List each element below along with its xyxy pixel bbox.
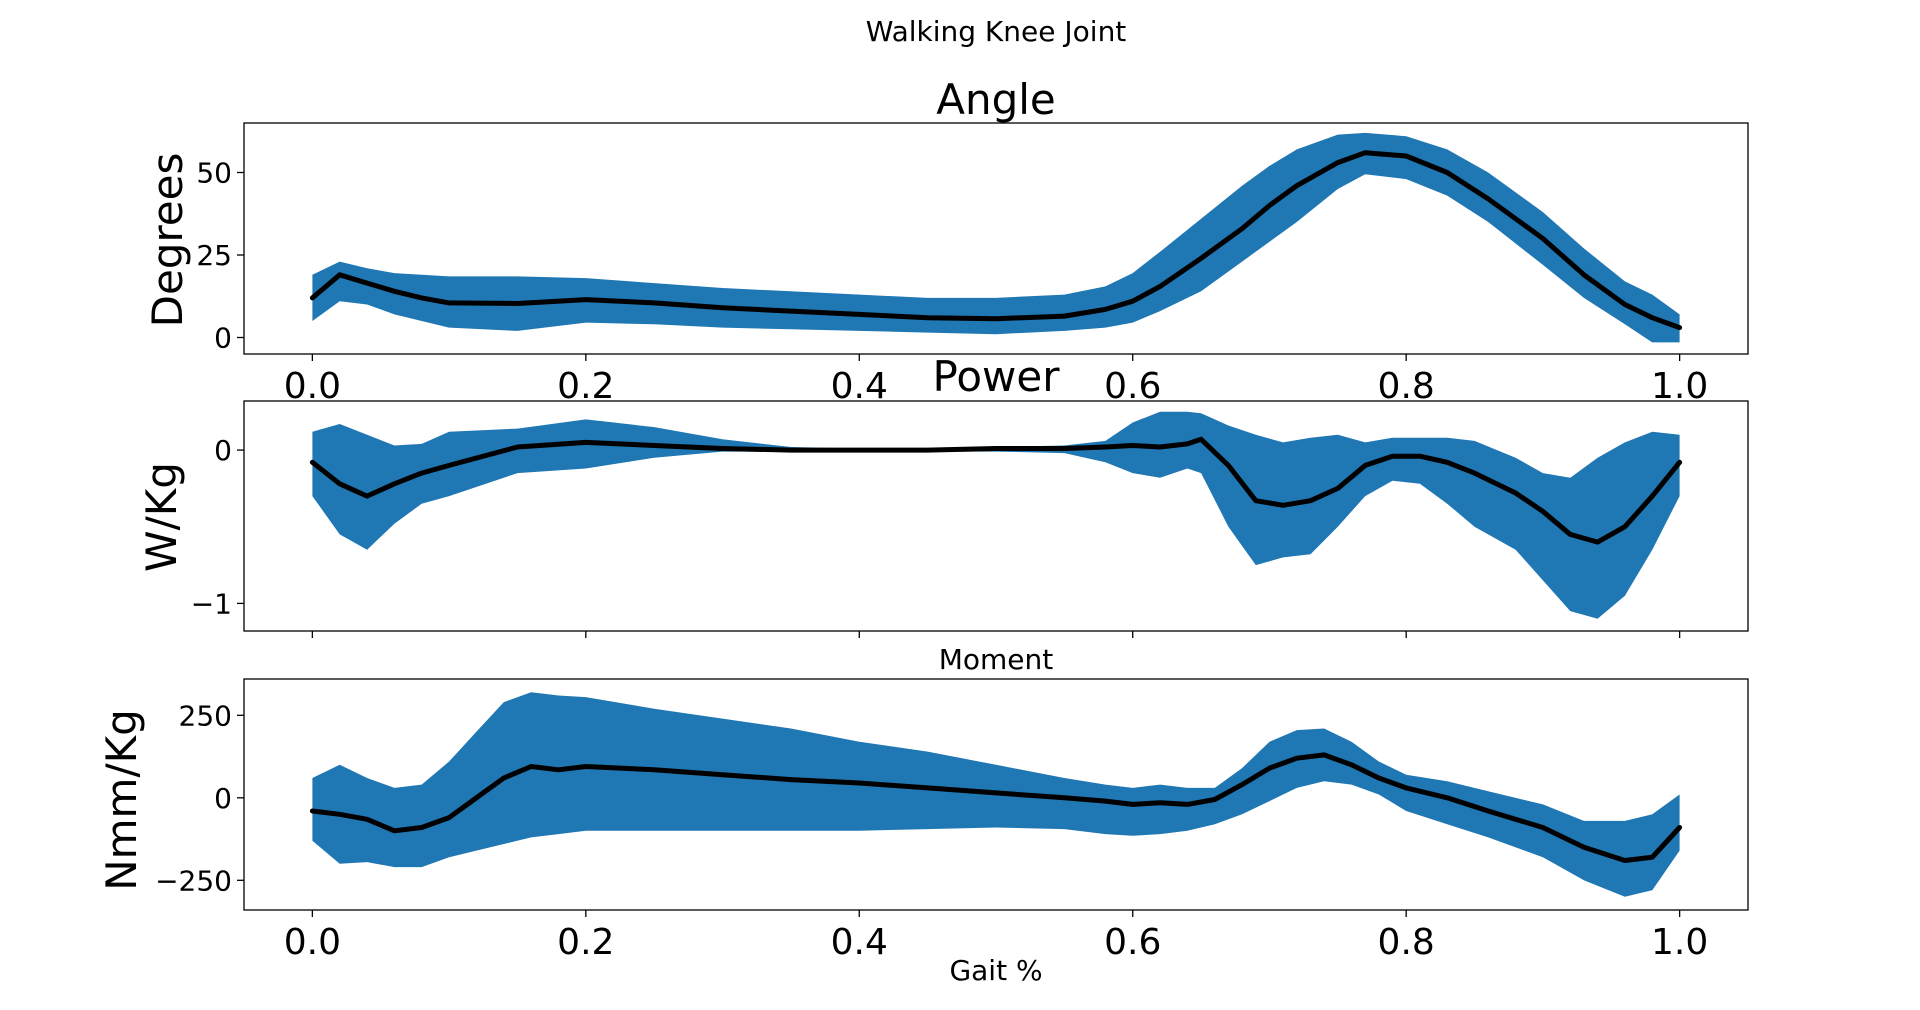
moment-xtick-label: 0.0 bbox=[284, 922, 341, 963]
figure-suptitle: Walking Knee Joint bbox=[866, 15, 1127, 48]
angle-xtick-label: 0.8 bbox=[1378, 366, 1435, 407]
x-axis-label: Gait % bbox=[949, 954, 1042, 987]
moment-panel: Moment Nmm/Kg −250 0 250 0.0 0.2 0.4 0.6 0.8 1.0 bbox=[97, 643, 1749, 963]
angle-xtick-label: 0.0 bbox=[284, 366, 341, 407]
angle-xtick-label: 0.4 bbox=[831, 366, 888, 407]
angle-std-band bbox=[312, 132, 1680, 343]
moment-title: Moment bbox=[939, 643, 1054, 676]
power-std-band bbox=[312, 411, 1680, 619]
angle-panel: Angle Degrees 0 25 50 0.0 0.2 0.4 0.6 0.8 1.0 bbox=[143, 75, 1749, 407]
moment-xtick-label: 0.2 bbox=[557, 922, 614, 963]
moment-ytick-label: 0 bbox=[214, 782, 232, 815]
angle-xtick-label: 1.0 bbox=[1651, 366, 1708, 407]
angle-xtick-label: 0.6 bbox=[1104, 366, 1161, 407]
moment-ytick-label: −250 bbox=[155, 864, 232, 897]
moment-xtick-label: 1.0 bbox=[1651, 922, 1708, 963]
power-mean-line bbox=[309, 436, 1683, 545]
angle-mean-line bbox=[309, 150, 1683, 331]
moment-mean-line bbox=[309, 752, 1683, 863]
angle-ytick-label: 50 bbox=[196, 157, 232, 190]
angle-ytick-label: 25 bbox=[196, 239, 232, 272]
moment-axes-frame bbox=[243, 678, 1749, 911]
power-plot: −1 0 bbox=[191, 400, 1749, 638]
angle-ylabel: Degrees bbox=[143, 153, 192, 328]
power-title: Power bbox=[933, 352, 1061, 401]
moment-plot: −250 0 250 0.0 0.2 0.4 0.6 0.8 1.0 bbox=[155, 678, 1749, 963]
power-panel: Power W/Kg −1 0 bbox=[137, 352, 1749, 638]
power-axes-frame bbox=[243, 400, 1749, 632]
moment-xtick-label: 0.8 bbox=[1378, 922, 1435, 963]
moment-xtick-label: 0.4 bbox=[831, 922, 888, 963]
power-ylabel: W/Kg bbox=[137, 462, 186, 572]
moment-ytick-label: 250 bbox=[179, 699, 232, 732]
angle-axes-frame bbox=[243, 122, 1749, 355]
power-ytick-label: −1 bbox=[191, 587, 232, 620]
moment-xtick-label: 0.6 bbox=[1104, 922, 1161, 963]
moment-ylabel: Nmm/Kg bbox=[97, 709, 146, 891]
angle-ytick-label: 0 bbox=[214, 322, 232, 355]
angle-xtick-label: 0.2 bbox=[557, 366, 614, 407]
angle-title: Angle bbox=[936, 75, 1056, 124]
angle-plot: 0 25 50 0.0 0.2 0.4 0.6 0.8 1.0 bbox=[196, 122, 1749, 407]
power-ytick-label: 0 bbox=[214, 434, 232, 467]
